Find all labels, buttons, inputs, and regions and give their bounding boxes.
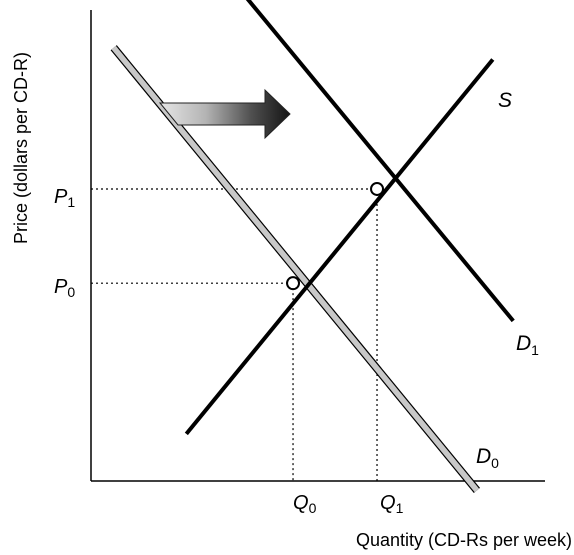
series-d0-line xyxy=(111,45,480,493)
equilibrium-point-1 xyxy=(370,181,385,196)
series-d1-line xyxy=(245,0,515,323)
x-tick-label-q1: Q1 xyxy=(380,492,404,516)
y-tick-label-p0: P0 xyxy=(54,276,75,300)
shift-arrow-shape xyxy=(158,88,291,140)
series-d0 xyxy=(110,45,480,493)
x-tick-label-q0: Q0 xyxy=(293,492,317,516)
series-d1-label: D1 xyxy=(516,332,539,358)
series-d0-label: D0 xyxy=(476,445,499,471)
guide-lines xyxy=(91,188,378,481)
series-s-label: S xyxy=(498,89,512,112)
equilibrium-points xyxy=(286,181,385,291)
equilibrium-point-0 xyxy=(286,276,301,291)
y-axis-title: Price (dollars per CD-R) xyxy=(11,52,31,244)
series-s-line xyxy=(184,58,495,436)
shift-arrow xyxy=(158,88,291,140)
y-tick-label-p1: P1 xyxy=(54,186,75,210)
x-axis-title: Quantity (CD-Rs per week) xyxy=(356,530,572,550)
